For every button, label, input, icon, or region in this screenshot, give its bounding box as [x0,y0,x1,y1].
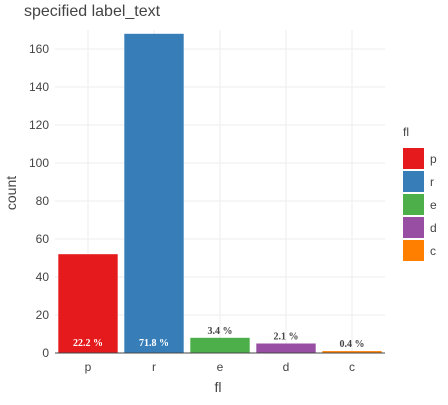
legend-label: r [430,175,434,189]
bar-c[interactable] [322,351,382,353]
chart-title: specified label_text [24,3,161,20]
y-tick-label: 0 [42,346,49,360]
legend-label: e [430,198,437,212]
x-tick-label: e [217,360,224,374]
bar-e[interactable] [190,337,250,353]
bar-value-label: 2.1 % [274,332,299,343]
y-tick-label: 140 [29,80,49,94]
legend-label: c [430,244,436,258]
legend-swatch-e[interactable] [403,194,424,215]
y-tick-label: 40 [36,270,50,284]
x-axis-title: fl [215,379,222,395]
y-tick-label: 80 [36,194,50,208]
legend-swatch-c[interactable] [403,240,424,261]
legend-swatch-r[interactable] [403,171,424,192]
x-tick-label: d [283,360,290,374]
bar-value-label: 0.4 % [340,339,365,350]
legend-label: p [430,152,437,166]
bar-value-label: 71.8 % [139,338,169,349]
bar-r[interactable] [124,33,184,354]
bar-value-label: 3.4 % [208,326,233,337]
y-tick-label: 160 [29,42,49,56]
bars: 22.2 % 71.8 % 3.4 % 2.1 % 0.4 % [55,33,385,354]
legend-swatch-d[interactable] [403,217,424,238]
x-tick-label: c [349,360,355,374]
x-tick-label: r [152,360,156,374]
y-tick-label: 20 [36,308,50,322]
bar-d[interactable] [256,343,316,354]
y-axis-ticks: 0 20 40 60 80 100 120 140 160 [29,42,49,360]
legend-swatch-p[interactable] [403,148,424,169]
x-tick-label: p [85,360,92,374]
y-tick-label: 120 [29,118,49,132]
bar-p[interactable] [58,254,118,353]
y-axis-title: count [3,176,19,210]
legend-label: d [430,221,437,235]
legend-title: fl [403,125,409,139]
y-tick-label: 100 [29,156,49,170]
y-tick-label: 60 [36,232,50,246]
bar-value-label: 22.2 % [73,338,103,349]
